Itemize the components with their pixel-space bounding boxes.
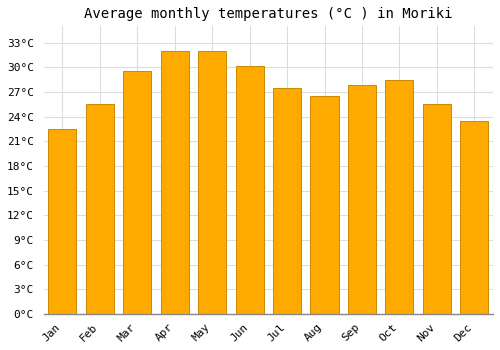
Bar bbox=[348, 85, 376, 314]
Bar bbox=[123, 71, 152, 314]
Bar bbox=[273, 88, 301, 314]
Bar bbox=[460, 121, 488, 314]
Bar bbox=[48, 129, 76, 314]
Bar bbox=[236, 66, 264, 314]
Bar bbox=[86, 104, 114, 314]
Bar bbox=[160, 51, 189, 314]
Bar bbox=[423, 104, 451, 314]
Bar bbox=[386, 80, 413, 314]
Title: Average monthly temperatures (°C ) in Moriki: Average monthly temperatures (°C ) in Mo… bbox=[84, 7, 452, 21]
Bar bbox=[310, 96, 338, 314]
Bar bbox=[198, 51, 226, 314]
